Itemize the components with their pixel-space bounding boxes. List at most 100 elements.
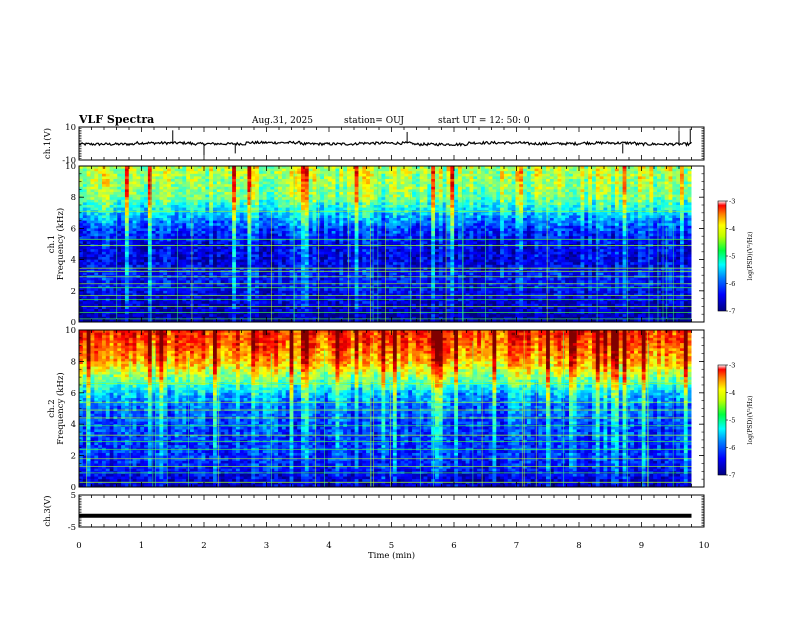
spectrogram-cell [600,231,604,234]
spectrogram-cell [175,182,179,185]
spectrogram-cell [538,218,542,221]
spectrogram-cell [324,231,328,234]
spectrogram-cell [630,195,634,198]
spectrogram-cell [339,213,343,216]
spectrogram-cell [305,187,309,190]
spectrogram-cell [186,169,190,172]
spectrogram-cell [213,174,217,177]
spectrogram-cell [305,195,309,198]
spectrogram-cell [569,218,573,221]
spectrogram-cell [282,176,286,179]
spectrogram-cell [646,208,650,211]
spectrogram-cell [358,171,362,174]
spectrogram-cell [205,208,209,211]
spectrogram-cell [370,171,374,174]
spectrogram-cell [531,221,535,224]
spectrogram-cell [355,208,359,211]
spectrogram-cell [232,169,236,172]
spectrogram-cell [205,231,209,234]
spectrogram-cell [665,200,669,203]
spectrogram-cell [87,182,91,185]
spectrogram-cell [286,192,290,195]
spectrogram-cell [649,202,653,205]
spectrogram-cell [515,176,519,179]
spectrogram-cell [619,241,623,244]
spectrogram-cell [684,200,688,203]
spectrogram-cell [305,213,309,216]
spectrogram-cell [270,174,274,177]
spectrogram-cell [665,192,669,195]
spectrogram-cell [473,223,477,226]
spectrogram-cell [496,200,500,203]
spectrogram-cell [202,179,206,182]
spectrogram-cell [274,226,278,229]
spectrogram-cell [623,236,627,239]
spectrogram-cell [462,176,466,179]
spectrogram-cell [554,202,558,205]
spectrogram-cell [133,176,137,179]
spectrogram-cell [408,223,412,226]
spectrogram-cell [144,195,148,198]
spectrogram-cell [236,241,240,244]
spectrogram-cell [259,205,263,208]
spectrogram-cell [427,171,431,174]
spectrogram-cell [171,205,175,208]
spectrogram-cell [481,187,485,190]
spectrogram-cell [179,218,183,221]
spectrogram-cell [684,195,688,198]
spectrogram-cell [355,176,359,179]
spectrogram-cell [450,192,454,195]
spectrogram-cell [688,226,692,229]
spectrogram-cell [328,210,332,213]
spectrogram-cell [680,228,684,231]
spectrogram-cell [504,213,508,216]
spectrogram-cell [110,226,114,229]
spectrogram-cell [489,197,493,200]
spectrogram-cell [481,221,485,224]
spectrogram-cell [339,169,343,172]
spectrogram-cell [313,176,317,179]
spectrogram-cell [634,174,638,177]
spectrogram-cell [508,192,512,195]
spectrogram-cell [259,187,263,190]
spectrogram-cell [508,234,512,237]
spectrogram-cell [492,231,496,234]
spectrogram-cell [144,192,148,195]
spectrogram-cell [688,184,692,187]
spectrogram-cell [286,241,290,244]
spectrogram-cell [339,179,343,182]
spectrogram-cell [531,169,535,172]
spectrogram-cell [596,205,600,208]
spectrogram-cell [642,182,646,185]
spectrogram-cell [385,197,389,200]
spectrogram-cell [626,187,630,190]
spectrogram-cell [508,174,512,177]
spectrogram-cell [393,213,397,216]
spectrogram-cell [156,187,160,190]
spectrogram-cell [297,215,301,218]
spectrogram-cell [676,169,680,172]
spectrogram-cell [286,215,290,218]
spectrogram-cell [217,215,221,218]
spectrogram-cell [328,192,332,195]
spectrogram-cell [424,197,428,200]
spectrogram-cell [661,187,665,190]
spectrogram-cell [680,197,684,200]
spectrogram-cell [527,215,531,218]
spectrogram-cell [297,213,301,216]
spectrogram-cell [263,213,267,216]
spectrogram-cell [297,176,301,179]
spectrogram-cell [542,179,546,182]
spectrogram-cell [286,236,290,239]
spectrogram-cell [642,226,646,229]
spectrogram-cell [102,197,106,200]
spectrogram-cell [282,200,286,203]
spectrogram-cell [515,189,519,192]
spectrogram-cell [144,215,148,218]
spectrogram-cell [630,205,634,208]
spectrogram-cell [596,208,600,211]
spectrogram-cell [611,226,615,229]
spectrogram-cell [94,231,98,234]
spectrogram-cell [343,184,347,187]
spectrogram-cell [577,213,581,216]
